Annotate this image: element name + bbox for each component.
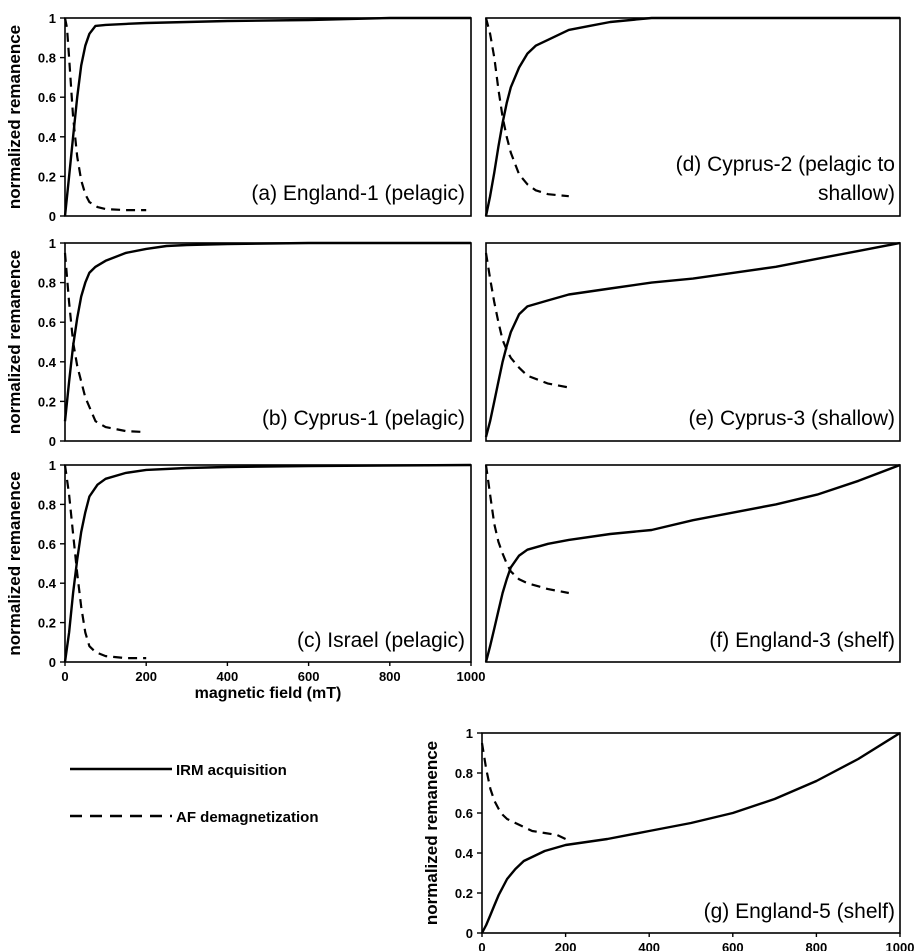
x-tick-label: 400 xyxy=(638,940,660,951)
af-demagnetization-line xyxy=(63,252,147,434)
y-tick-label: 0.8 xyxy=(38,276,56,291)
panel-frame xyxy=(64,17,472,217)
y-tick-label: 0 xyxy=(49,434,56,449)
y-tick-label: 1 xyxy=(49,458,56,473)
y-tick-label: 0.4 xyxy=(455,846,474,861)
y-axis-label: normalized remanence xyxy=(5,250,24,434)
panel-label: (d) Cyprus-2 (pelagic to xyxy=(676,153,895,176)
panel-label: shallow) xyxy=(818,182,895,205)
af-demagnetization-line xyxy=(484,464,570,595)
y-tick-label: 1 xyxy=(49,236,56,251)
af-demagnetization-line xyxy=(63,17,147,212)
panel-label: (a) England-1 (pelagic) xyxy=(251,182,465,205)
af-demagnetization-line xyxy=(480,742,567,840)
panel-frame xyxy=(485,464,901,663)
y-tick-label: 0.8 xyxy=(38,497,56,512)
y-tick-label: 0 xyxy=(466,926,473,941)
panel-e: (e) Cyprus-3 (shallow) xyxy=(484,241,901,442)
y-axis-label: normalized remanence xyxy=(422,741,441,925)
y-tick-label: 0.2 xyxy=(455,886,473,901)
y-tick-label: 0.4 xyxy=(38,355,57,370)
x-tick-label: 800 xyxy=(806,940,828,951)
legend-label-af: AF demagnetization xyxy=(176,809,319,826)
x-axis-label: magnetic field (mT) xyxy=(195,685,342,702)
panel-label: (c) Israel (pelagic) xyxy=(297,629,465,652)
x-tick-label: 400 xyxy=(217,669,239,684)
panel-label: (f) England-3 (shelf) xyxy=(709,629,895,652)
panel-label: (b) Cyprus-1 (pelagic) xyxy=(262,407,465,430)
y-tick-label: 0.8 xyxy=(455,766,473,781)
y-axis-label: normalized remanence xyxy=(5,471,24,655)
panel-label: (e) Cyprus-3 (shallow) xyxy=(688,407,895,430)
irm-acquisition-line xyxy=(63,16,471,217)
af-demagnetization-line xyxy=(484,17,569,198)
y-tick-label: 0.6 xyxy=(455,806,473,821)
panel-frame xyxy=(481,732,901,934)
y-tick-label: 0.8 xyxy=(38,51,56,66)
x-tick-label: 800 xyxy=(379,669,401,684)
panels-layer: 0 0.2 0.4 0.6 0.8 1 (a) England-1 (pelagic) nor… xyxy=(5,11,914,951)
af-demagnetization-line xyxy=(63,464,147,660)
panel-d: (d) Cyprus-2 (pelagic to shallow) xyxy=(484,16,901,217)
irm-acquisition-line xyxy=(484,16,900,217)
y-tick-label: 0 xyxy=(49,655,56,670)
y-tick-label: 1 xyxy=(466,726,473,741)
y-tick-label: 0.2 xyxy=(38,616,56,631)
y-tick-label: 0.2 xyxy=(38,169,56,184)
y-tick-label: 0.2 xyxy=(38,394,56,409)
x-tick-label: 1000 xyxy=(457,669,486,684)
y-tick-label: 0.6 xyxy=(38,315,56,330)
y-axis-label: normalized remanence xyxy=(5,25,24,209)
panel-frame xyxy=(485,242,901,442)
y-tick-label: 0 xyxy=(49,209,56,224)
y-tick-label: 1 xyxy=(49,11,56,26)
irm-acquisition-line xyxy=(484,241,901,438)
af-demagnetization-line xyxy=(484,252,570,389)
legend: IRM acquisition AF demagnetization xyxy=(70,762,319,826)
panel-g: 0 0.2 0.4 0.6 0.8 1 0 200 400 600 800 1000 (g) Engla… xyxy=(422,726,914,951)
y-tick-label: 0.4 xyxy=(38,576,57,591)
irm-acquisition-line xyxy=(484,463,901,663)
panel-a: 0 0.2 0.4 0.6 0.8 1 (a) England-1 (pelagic) nor… xyxy=(5,11,472,224)
x-tick-label: 200 xyxy=(555,940,577,951)
panel-f: (f) England-3 (shelf) xyxy=(484,463,901,663)
x-tick-label: 0 xyxy=(61,669,68,684)
irm-acquisition-line xyxy=(63,241,471,422)
x-tick-label: 0 xyxy=(478,940,485,951)
irm-acquisition-line xyxy=(480,731,901,934)
panel-label: (g) England-5 (shelf) xyxy=(704,900,895,923)
panel-b: 0 0.2 0.4 0.6 0.8 1 (b) Cyprus-1 (pelagic) norm… xyxy=(5,236,472,449)
x-tick-label: 600 xyxy=(298,669,320,684)
irm-acquisition-line xyxy=(63,463,472,663)
y-tick-label: 0.6 xyxy=(38,537,56,552)
x-tick-label: 600 xyxy=(722,940,744,951)
y-tick-label: 0.4 xyxy=(38,130,57,145)
panel-c: 0 0.2 0.4 0.6 0.8 1 0 200 400 600 800 1000 (c) Israe… xyxy=(5,458,485,702)
panel-frame xyxy=(64,464,472,663)
y-tick-label: 0.6 xyxy=(38,90,56,105)
legend-label-irm: IRM acquisition xyxy=(176,762,287,779)
x-tick-label: 1000 xyxy=(886,940,914,951)
x-tick-label: 200 xyxy=(135,669,157,684)
